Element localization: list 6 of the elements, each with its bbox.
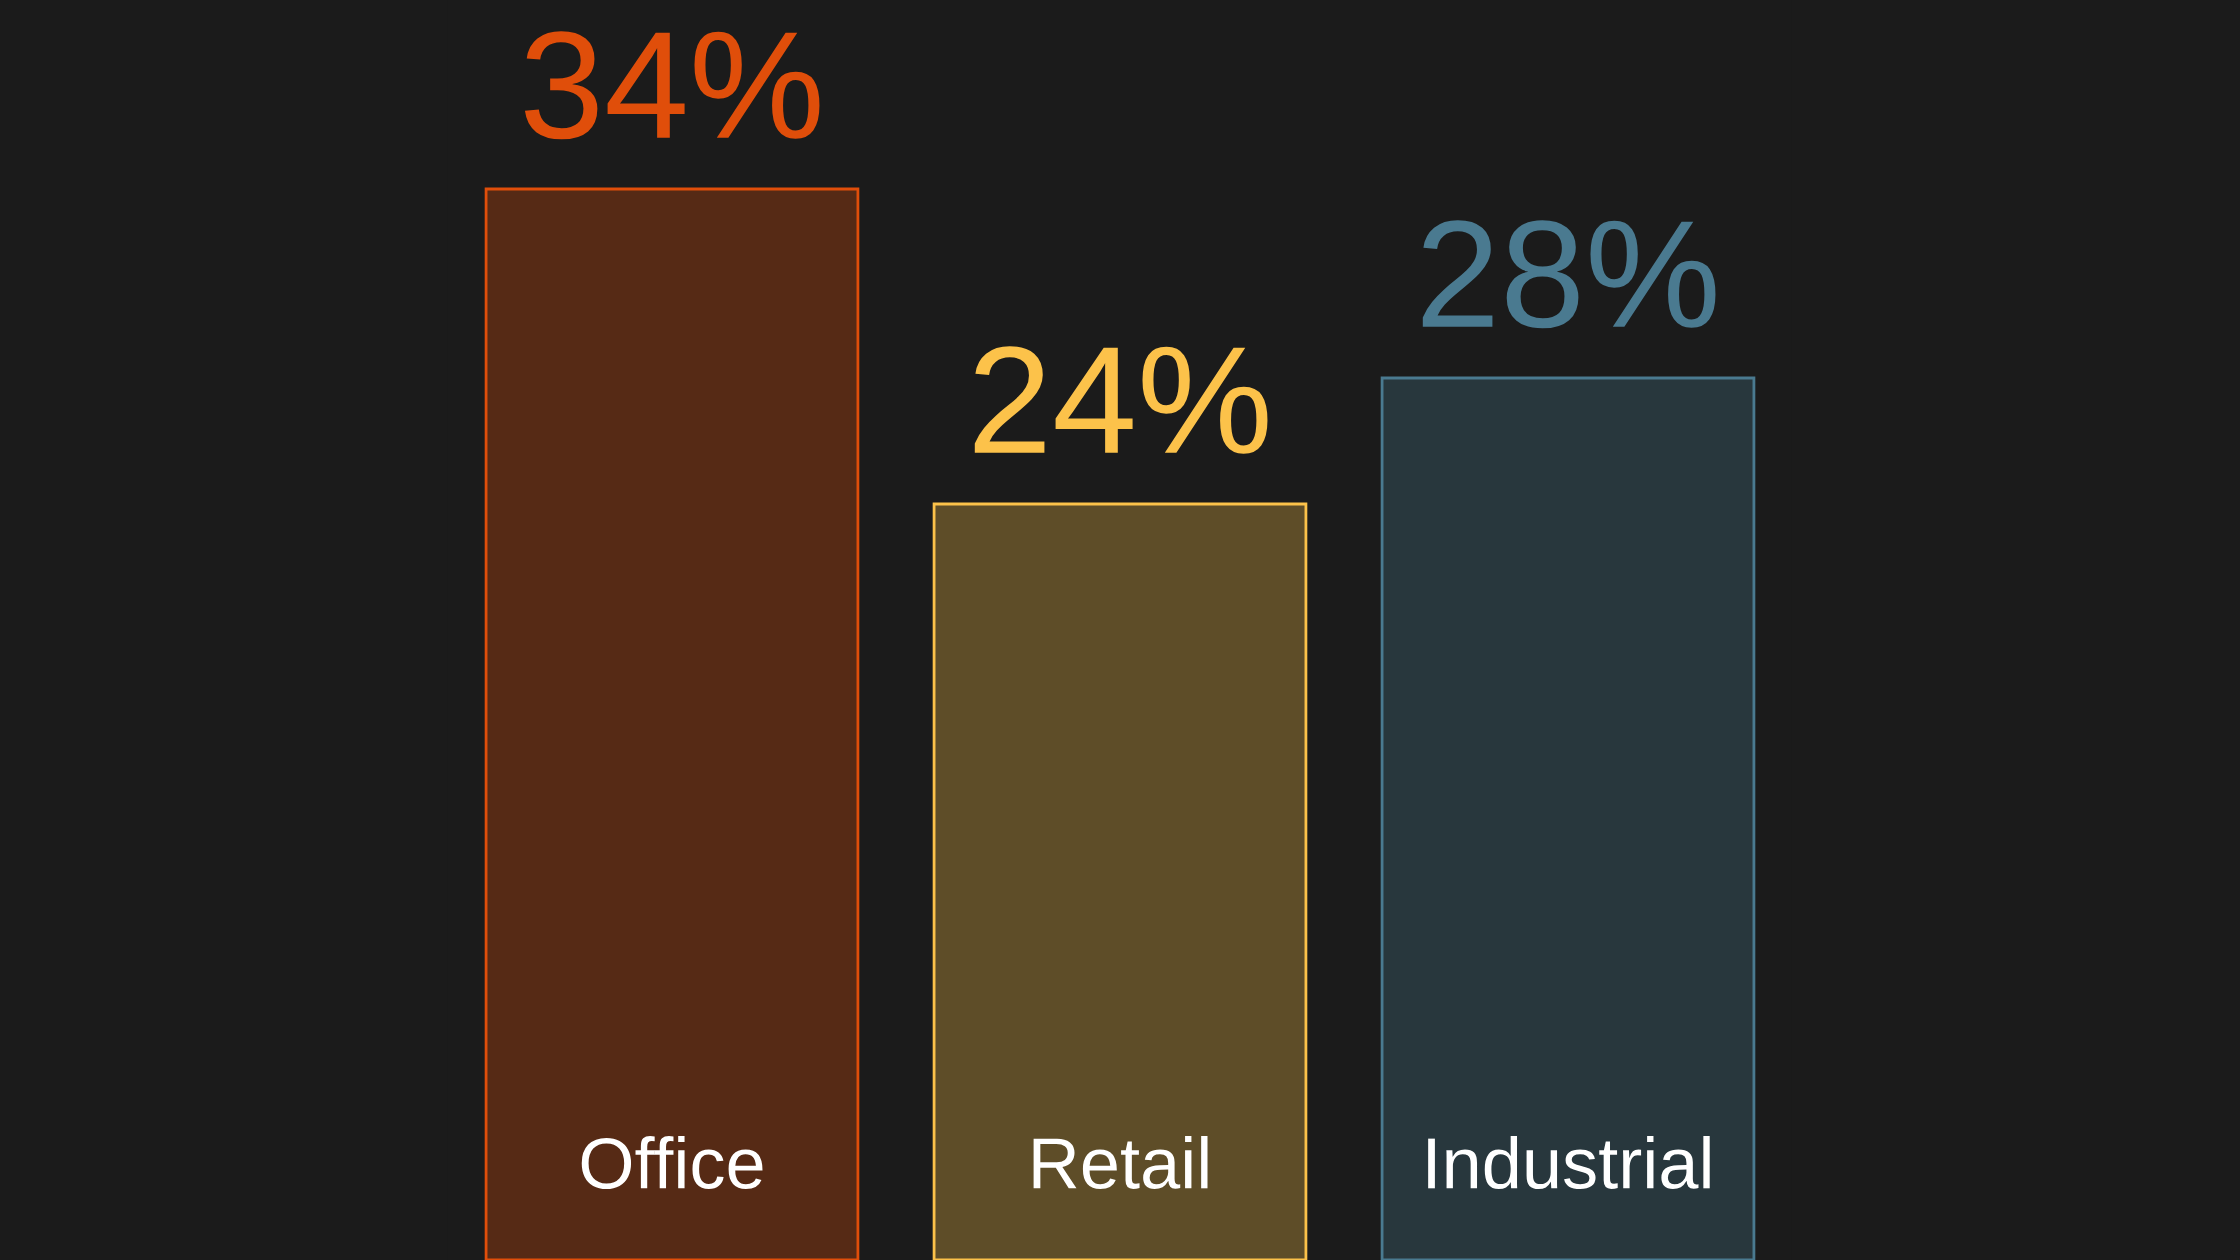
x-tick-label: Industrial — [1428, 1135, 1710, 1190]
x-tick-label: Office — [581, 1135, 763, 1190]
data-label: 24% — [974, 346, 1268, 454]
data-label: 34% — [524, 31, 820, 140]
x-tick-label: Retail — [1033, 1135, 1208, 1190]
data-label: 28% — [1422, 220, 1716, 329]
